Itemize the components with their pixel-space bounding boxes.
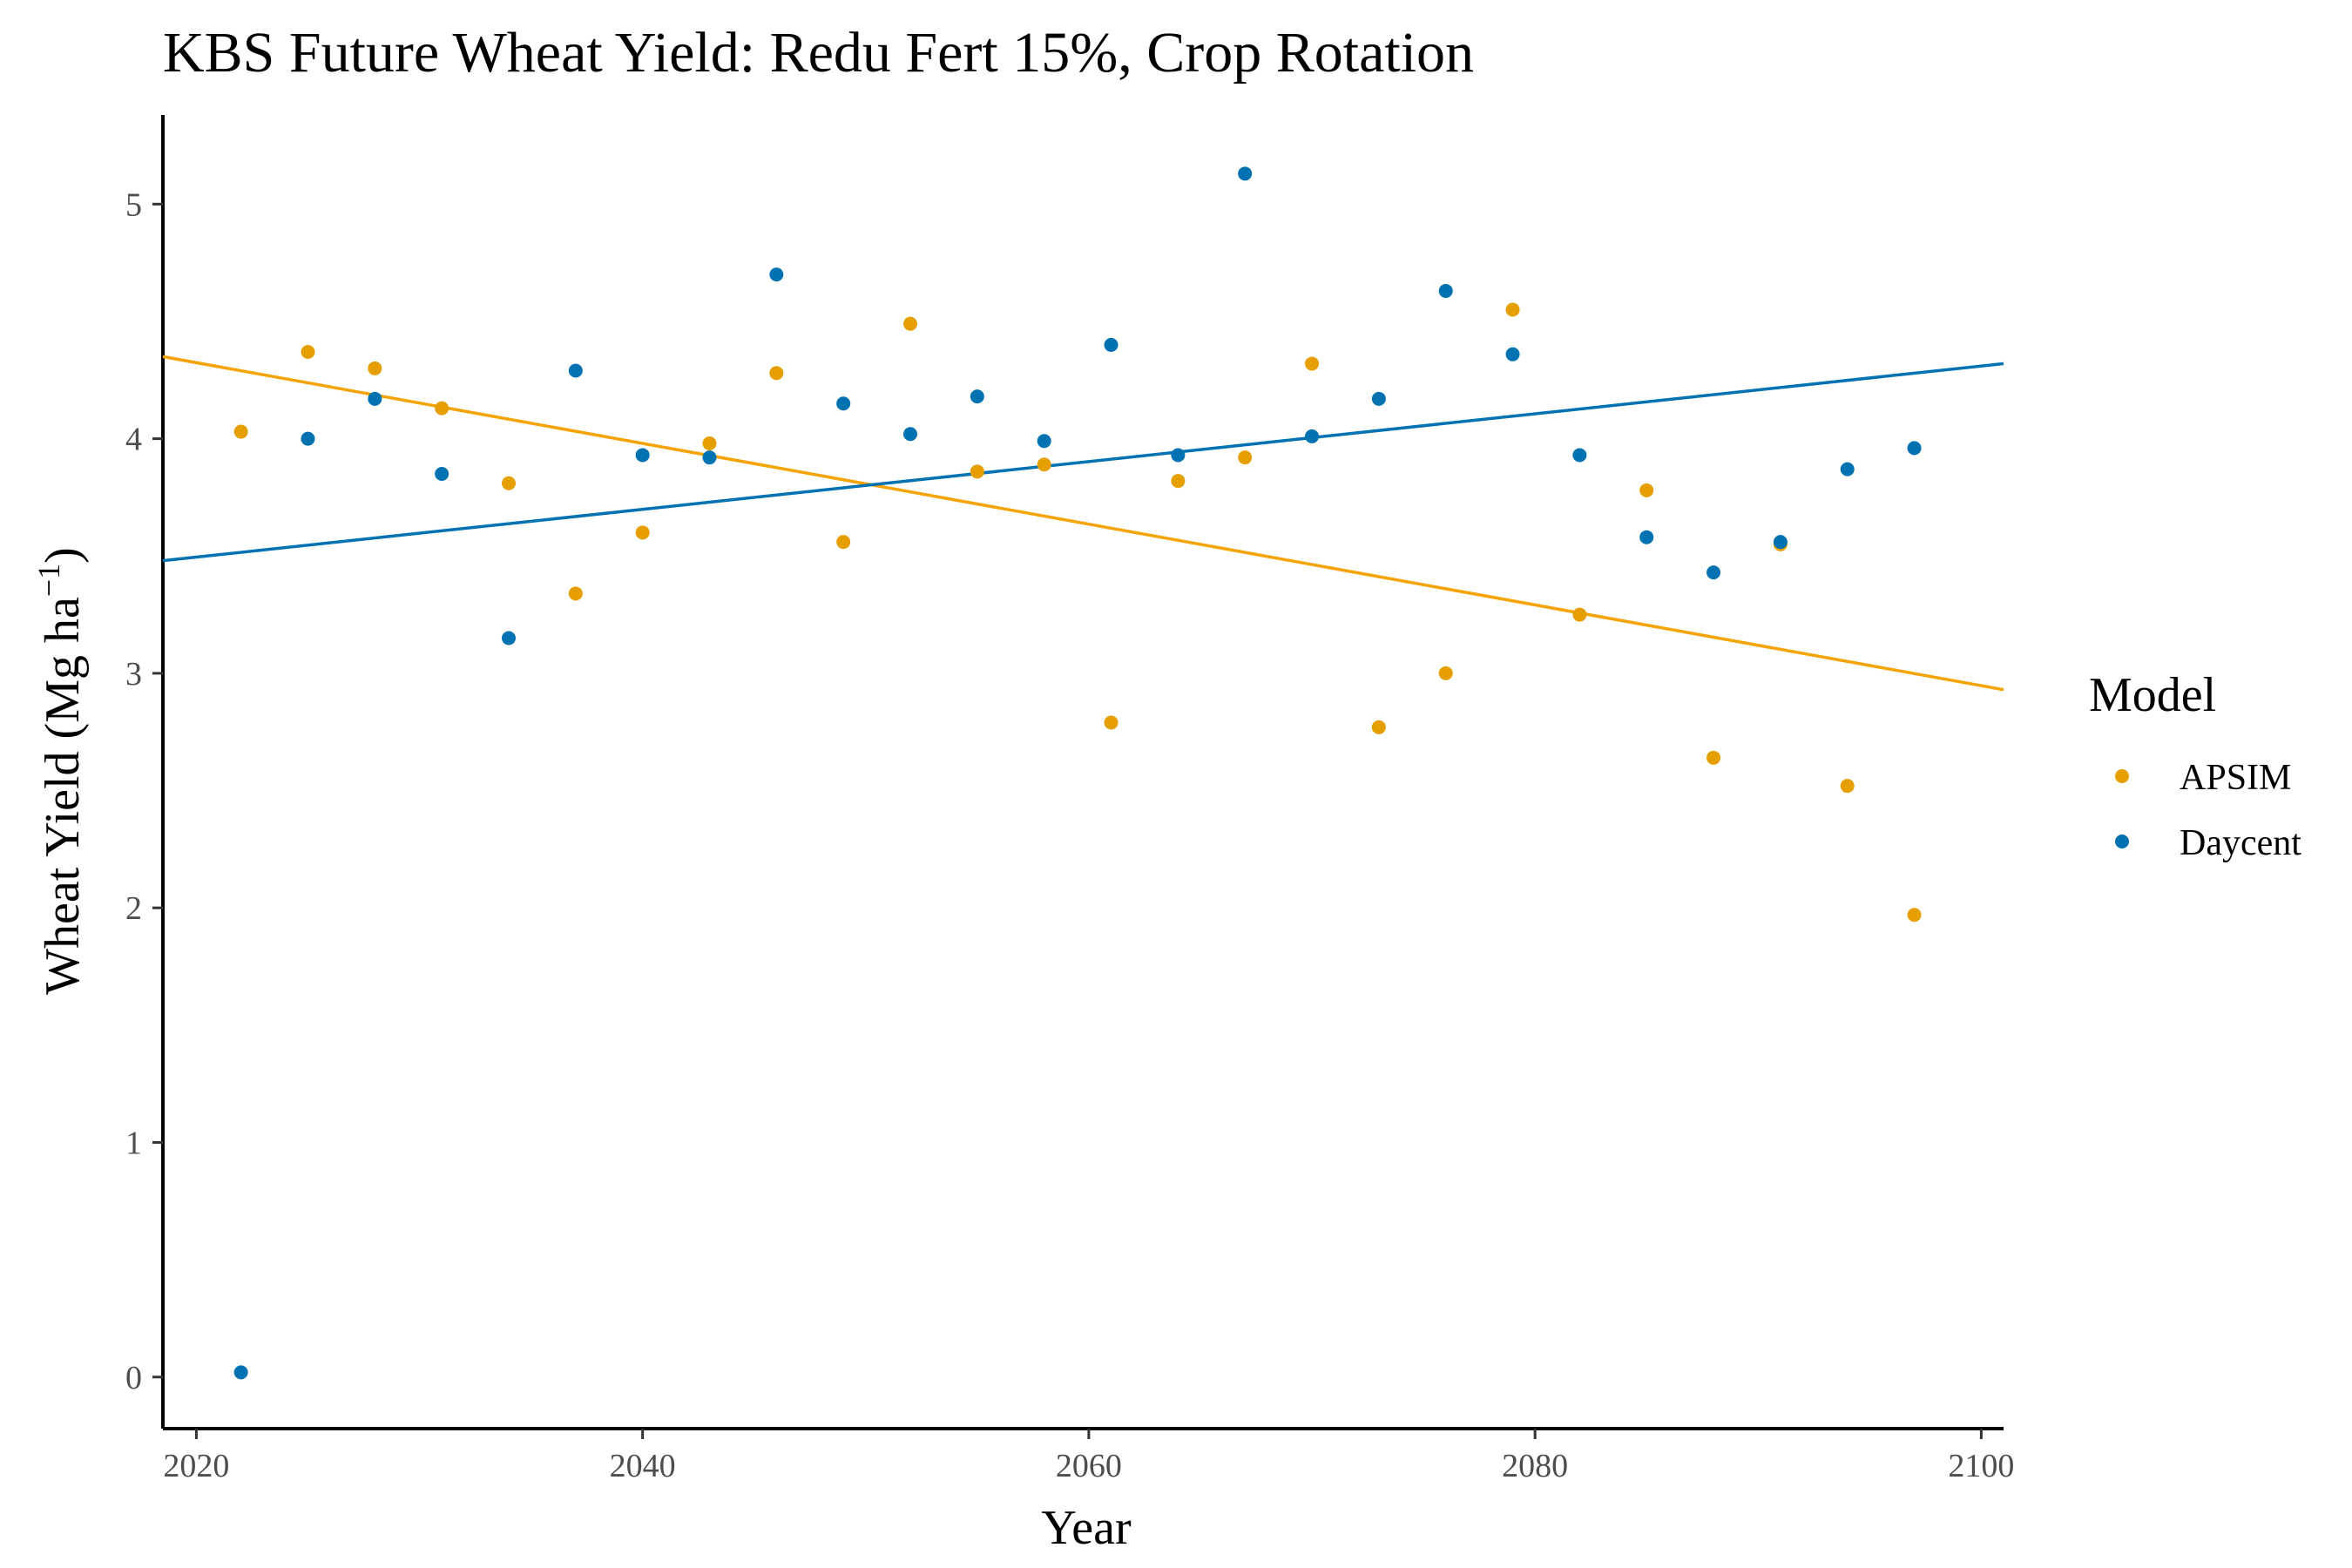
apsim-point (635, 525, 650, 540)
x-tick-label: 2100 (1948, 1448, 2014, 1484)
x-tick-label: 2020 (163, 1448, 229, 1484)
daycent-point (1438, 283, 1453, 298)
y-tick-label: 1 (125, 1125, 142, 1161)
apsim-trend-line (162, 355, 2004, 692)
axes: 0 1 2 3 4 5 2020 2040 2060 2080 2100 (125, 115, 2014, 1484)
y-axis-title-main: Wheat Yield (Mg ha (36, 597, 90, 995)
daycent-point (368, 391, 382, 406)
daycent-point (233, 1365, 248, 1380)
daycent-point (702, 450, 717, 465)
daycent-point (1639, 530, 1654, 544)
apsim-point (1371, 720, 1386, 734)
daycent-point (1505, 347, 1520, 362)
legend: Model APSIM Daycent (2089, 668, 2301, 863)
chart-title: KBS Future Wheat Yield: Redu Fert 15%, C… (163, 21, 1474, 84)
daycent-point (1572, 448, 1587, 463)
apsim-point (1505, 302, 1520, 317)
daycent-point (1305, 429, 1320, 443)
y-tick-label: 4 (125, 422, 142, 458)
daycent-point (1840, 462, 1855, 476)
apsim-point (903, 316, 918, 331)
apsim-point (1572, 607, 1587, 622)
apsim-point (970, 464, 984, 479)
daycent-trend-line (162, 362, 2004, 563)
y-tick-label: 3 (125, 656, 142, 693)
apsim-point (1840, 779, 1855, 794)
apsim-legend-label: APSIM (2180, 758, 2291, 798)
daycent-point (435, 467, 449, 482)
x-tick-label: 2060 (1056, 1448, 1122, 1484)
daycent-legend-label: Daycent (2180, 823, 2301, 863)
apsim-point (501, 476, 516, 490)
apsim-point (1305, 356, 1320, 371)
apsim-legend-key (2115, 769, 2129, 783)
daycent-legend-key (2115, 835, 2129, 848)
daycent-point (1037, 434, 1051, 449)
data-points (233, 166, 1922, 1380)
apsim-point (568, 586, 583, 601)
apsim-point (1707, 750, 1721, 765)
legend-items: APSIM Daycent (2115, 758, 2301, 863)
x-tick-label: 2040 (610, 1448, 676, 1484)
legend-title: Model (2089, 668, 2216, 722)
y-axis-title-close: ) (36, 547, 90, 564)
daycent-point (1773, 535, 1788, 550)
daycent-point (1238, 166, 1253, 181)
apsim-point (1639, 483, 1654, 497)
apsim-point (301, 344, 315, 359)
trend-lines (162, 355, 2004, 692)
apsim-point (368, 361, 382, 375)
apsim-point (233, 424, 248, 439)
x-tick-label: 2080 (1502, 1448, 1568, 1484)
apsim-point (1238, 450, 1253, 465)
apsim-point (1104, 715, 1119, 730)
daycent-point (769, 267, 784, 282)
apsim-point (1438, 666, 1453, 680)
daycent-point (635, 448, 650, 463)
svg-text:Wheat Yield (Mg ha−1): Wheat Yield (Mg ha−1) (31, 547, 90, 995)
y-axis-title-superscript: −1 (31, 564, 66, 597)
y-tick-label: 0 (125, 1360, 142, 1396)
daycent-point (301, 431, 315, 446)
daycent-point (1171, 448, 1186, 463)
daycent-point (1104, 337, 1119, 352)
daycent-point (1707, 565, 1721, 580)
apsim-point (1171, 474, 1186, 489)
apsim-point (769, 366, 784, 381)
daycent-point (836, 396, 851, 411)
y-tick-label: 5 (125, 186, 142, 223)
apsim-point (1037, 457, 1051, 472)
y-axis-title: Wheat Yield (Mg ha−1) (31, 547, 90, 995)
daycent-point (903, 427, 918, 442)
daycent-point (1371, 391, 1386, 406)
daycent-point (970, 389, 984, 404)
daycent-point (501, 631, 516, 645)
x-axis-title: Year (1041, 1501, 1132, 1555)
y-tick-label: 2 (125, 890, 142, 927)
daycent-point (1907, 441, 1922, 456)
apsim-point (1907, 908, 1922, 923)
daycent-point (568, 363, 583, 378)
apsim-point (836, 535, 851, 550)
apsim-point (435, 401, 449, 416)
apsim-point (702, 436, 717, 450)
